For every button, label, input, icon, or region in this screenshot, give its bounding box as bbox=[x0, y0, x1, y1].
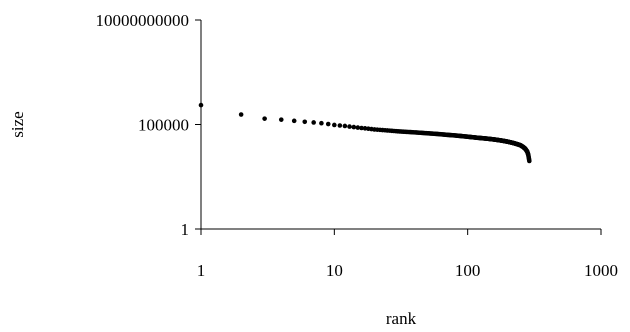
x-tick-label: 1 bbox=[197, 261, 206, 280]
data-point bbox=[311, 120, 316, 125]
data-points bbox=[198, 102, 532, 164]
ticks: 1 100000 10000000000 1 10 100 1000 bbox=[96, 11, 619, 280]
axes bbox=[200, 20, 601, 230]
y-tick-label: 10000000000 bbox=[96, 11, 190, 30]
y-tick-label: 100000 bbox=[138, 116, 189, 135]
data-point bbox=[198, 102, 204, 108]
data-point bbox=[291, 118, 297, 124]
data-point bbox=[342, 123, 348, 129]
data-point bbox=[332, 122, 337, 128]
data-point bbox=[238, 112, 244, 117]
x-tick-label: 10 bbox=[326, 261, 343, 280]
x-tick-label: 100 bbox=[455, 261, 481, 280]
data-point bbox=[359, 125, 364, 131]
data-point bbox=[302, 119, 308, 125]
data-point bbox=[319, 120, 324, 126]
data-point bbox=[527, 158, 532, 164]
y-tick-label: 1 bbox=[181, 220, 190, 239]
x-axis-title: rank bbox=[386, 309, 417, 328]
data-point bbox=[325, 121, 331, 127]
data-point bbox=[351, 124, 357, 130]
data-point bbox=[278, 117, 284, 122]
data-point bbox=[262, 116, 267, 121]
data-point bbox=[347, 124, 352, 129]
data-point bbox=[337, 123, 343, 128]
y-axis-title: size bbox=[8, 111, 27, 137]
data-point bbox=[362, 126, 368, 131]
x-tick-label: 1000 bbox=[584, 261, 618, 280]
data-point bbox=[355, 125, 361, 130]
